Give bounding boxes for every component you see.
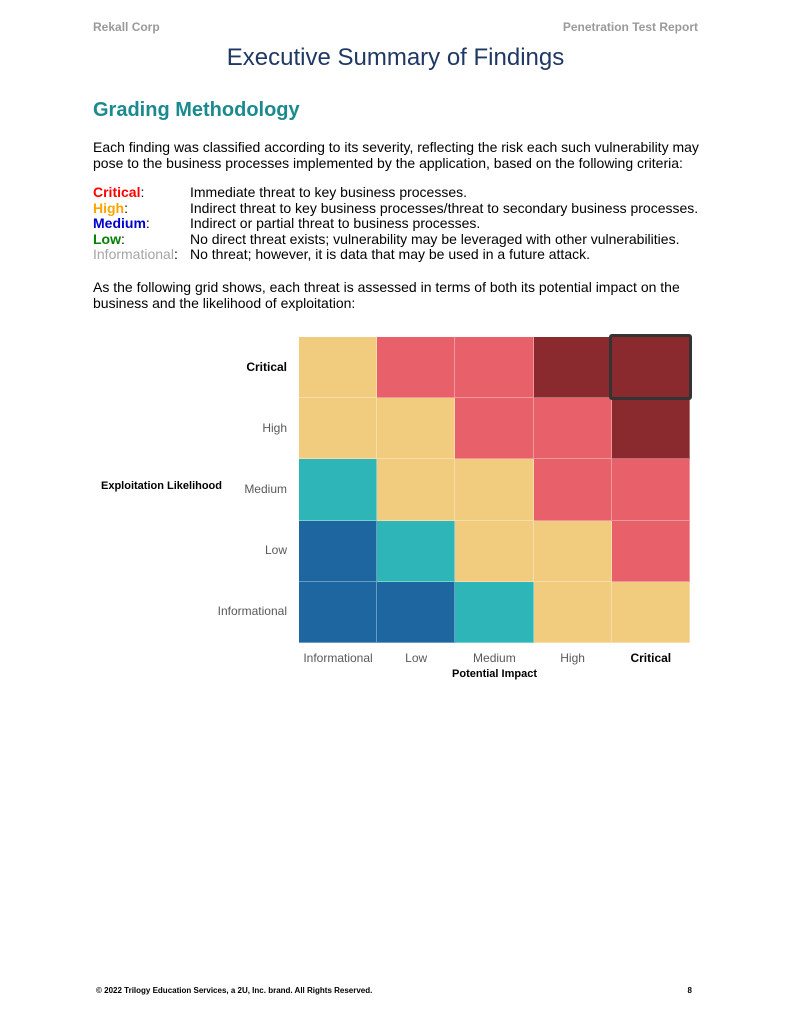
criteria-label-informational: Informational — [93, 246, 174, 262]
matrix-cell-high-critical — [611, 398, 690, 460]
criteria-label-medium: Medium — [93, 215, 146, 231]
x-tick-label-medium: Medium — [473, 651, 516, 665]
page-number: 8 — [687, 986, 692, 995]
matrix-cell-informational-low — [377, 581, 456, 643]
matrix-cell-low-high — [533, 520, 612, 582]
matrix-cell-critical-low — [377, 337, 456, 399]
risk-matrix-grid — [299, 337, 690, 643]
matrix-cell-medium-informational — [299, 459, 378, 521]
grid-intro-paragraph: As the following grid shows, each threat… — [93, 279, 680, 311]
criteria-label-low: Low — [93, 230, 121, 247]
criteria-desc-low: No direct threat exists; vulnerability m… — [190, 230, 680, 247]
criteria-desc-informational: No threat; however, it is data that may … — [190, 246, 590, 262]
matrix-cell-low-medium — [455, 520, 534, 582]
matrix-cell-informational-informational — [299, 581, 378, 643]
criteria-desc-critical: Immediate threat to key business process… — [190, 184, 468, 200]
footer-copyright: © 2022 Trilogy Education Services, a 2U,… — [96, 986, 373, 995]
criteria-row-medium: Medium: Indirect or partial threat to bu… — [93, 215, 481, 231]
y-tick-label-medium: Medium — [244, 482, 287, 496]
section-heading: Grading Methodology — [93, 99, 300, 121]
matrix-cell-low-informational — [299, 520, 378, 582]
matrix-cell-high-high — [533, 398, 612, 460]
matrix-cell-medium-medium — [455, 459, 534, 521]
y-tick-label-critical: Critical — [246, 359, 287, 374]
criteria-row-informational: Informational: No threat; however, it is… — [93, 246, 590, 262]
x-tick-label-high: High — [560, 651, 585, 665]
page-title: Executive Summary of Findings — [226, 44, 565, 71]
criteria-row-low: Low: No direct threat exists; vulnerabil… — [93, 230, 680, 247]
y-tick-label-low: Low — [264, 543, 287, 558]
matrix-cell-medium-high — [533, 459, 612, 521]
criteria-desc-high: Indirect threat to key business processe… — [190, 199, 699, 216]
matrix-cell-informational-medium — [455, 581, 534, 643]
matrix-cell-high-informational — [299, 398, 378, 460]
y-tick-label-informational: Informational — [217, 604, 287, 619]
x-tick-label-critical: Critical — [630, 651, 672, 665]
x-axis-title: Potential Impact — [452, 668, 537, 680]
matrix-cell-informational-critical — [611, 581, 690, 643]
x-tick-label-informational: Informational — [303, 651, 373, 665]
criteria-label-critical: Critical — [93, 184, 141, 200]
header-report-title: Penetration Test Report — [562, 20, 698, 34]
x-tick-label-low: Low — [405, 651, 428, 665]
y-axis-title: Exploitation Likelihood — [101, 480, 222, 492]
matrix-cell-medium-critical — [611, 459, 690, 521]
intro-paragraph: Each finding was classified according to… — [93, 139, 699, 171]
matrix-cell-high-medium — [455, 398, 534, 460]
matrix-cell-medium-low — [377, 459, 456, 521]
y-tick-label-high: High — [262, 420, 287, 435]
matrix-cell-critical-medium — [455, 337, 534, 399]
criteria-row-high: High: Indirect threat to key business pr… — [93, 199, 699, 216]
matrix-cell-low-low — [377, 520, 456, 582]
criteria-desc-medium: Indirect or partial threat to business p… — [190, 215, 481, 231]
matrix-cell-low-critical — [611, 520, 690, 582]
matrix-cell-critical-informational — [299, 337, 378, 399]
criteria-label-high: High — [93, 199, 125, 216]
header-company: Rekall Corp — [93, 20, 160, 34]
severity-criteria-list: Critical: Immediate threat to key busine… — [93, 184, 699, 263]
highlighted-cell-outline — [609, 334, 692, 400]
matrix-cell-informational-high — [533, 581, 612, 643]
matrix-cell-critical-high — [533, 337, 612, 399]
matrix-cell-high-low — [377, 398, 456, 460]
criteria-row-critical: Critical: Immediate threat to key busine… — [93, 184, 468, 200]
